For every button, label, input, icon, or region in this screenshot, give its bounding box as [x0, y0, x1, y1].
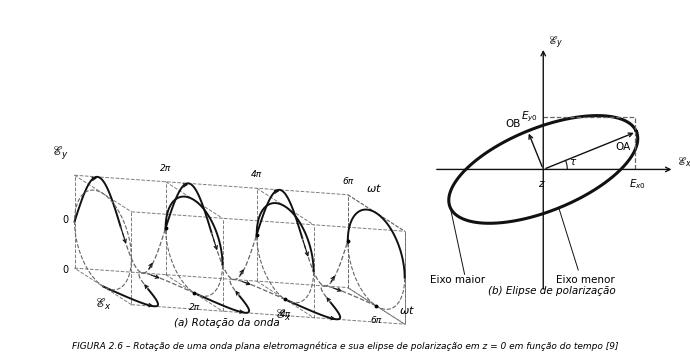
Text: $\mathscr{E}_y$: $\mathscr{E}_y$ — [548, 34, 562, 51]
Text: 6π: 6π — [371, 316, 382, 325]
Text: 2π: 2π — [160, 164, 171, 173]
Text: (a) Rotação da onda: (a) Rotação da onda — [175, 318, 280, 328]
Text: 4π: 4π — [279, 310, 290, 319]
Text: OB: OB — [506, 119, 521, 128]
Text: $\omega t$: $\omega t$ — [366, 182, 382, 194]
Text: OA: OA — [615, 142, 630, 152]
Text: 2π: 2π — [188, 303, 199, 312]
Text: $\mathscr{E}_x$: $\mathscr{E}_x$ — [676, 155, 690, 169]
Text: z: z — [538, 179, 544, 189]
Text: $E_{y0}$: $E_{y0}$ — [521, 110, 538, 124]
Text: $\tau$: $\tau$ — [569, 157, 578, 167]
Text: $\mathscr{E}_x$: $\mathscr{E}_x$ — [275, 307, 291, 323]
Text: (b) Elipse de polarização: (b) Elipse de polarização — [488, 286, 616, 296]
Text: $\omega t$: $\omega t$ — [399, 305, 415, 317]
Text: $\mathscr{E}_x$: $\mathscr{E}_x$ — [95, 295, 111, 312]
Text: $E_{x0}$: $E_{x0}$ — [629, 177, 646, 191]
Text: Eixo maior: Eixo maior — [430, 275, 485, 285]
Text: 4π: 4π — [251, 170, 262, 179]
Text: FIGURA 2.6 – Rotação de uma onda plana eletromagnética e sua elipse de polarizaç: FIGURA 2.6 – Rotação de uma onda plana e… — [72, 342, 618, 351]
Text: 0: 0 — [62, 265, 68, 275]
Text: 0: 0 — [62, 215, 68, 225]
Text: Eixo menor: Eixo menor — [556, 275, 615, 285]
Text: 6π: 6π — [342, 177, 353, 186]
Text: $\mathscr{E}_y$: $\mathscr{E}_y$ — [52, 144, 68, 162]
